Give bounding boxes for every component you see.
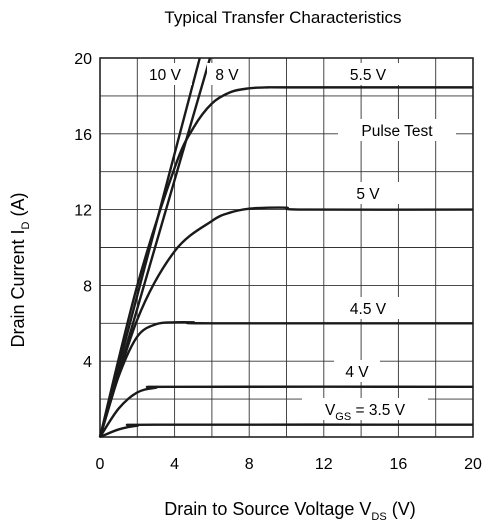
series-labels: 10 V 8 V 5.5 V 5 V 4.5 V 4 V VGS = 3.5 V Pulse … (138, 63, 456, 423)
series-label-bg (138, 63, 192, 85)
curve-series (98, 320, 474, 438)
series-label: 5.5 V (350, 67, 387, 84)
series-label: VGS = 3.5 V (325, 402, 406, 423)
series-label: 4.5 V (350, 301, 387, 318)
y-tick-label: 4 (83, 354, 92, 371)
x-tick-label: 8 (245, 456, 254, 473)
y-axis-title: Drain Current ID (A) (8, 193, 32, 348)
series-label-bg (336, 182, 400, 204)
x-tick-label: 0 (96, 456, 105, 473)
chart-title: Typical Transfer Characteristics (164, 8, 401, 27)
x-tick-label: 4 (170, 456, 179, 473)
y-tick-label: 20 (74, 51, 92, 68)
series-label: 10 V (149, 67, 182, 84)
series-label-bg (334, 297, 402, 319)
pulse-test-annotation: Pulse Test (361, 123, 433, 140)
plot-frame (99, 57, 474, 438)
annotation-bg (338, 119, 456, 141)
series-label-bg (207, 63, 247, 85)
y-tick-label: 16 (74, 127, 92, 144)
series-label-bg (325, 63, 411, 85)
y-tick-label: 8 (83, 278, 92, 295)
curves (98, 57, 474, 439)
series-label: 8 V (215, 67, 239, 84)
curve-series (98, 57, 201, 438)
curve-series (98, 206, 474, 438)
curve-series (98, 86, 473, 438)
x-tick-label: 16 (390, 456, 408, 473)
curve-series (98, 385, 474, 438)
series-label-bg (334, 360, 380, 382)
series-label-bg (302, 398, 428, 420)
x-tick-label: 12 (315, 456, 333, 473)
x-axis-title: Drain to Source Voltage VDS (V) (164, 499, 415, 523)
series-label: 5 V (356, 186, 380, 203)
curve-series (99, 423, 474, 439)
y-tick-label: 12 (74, 203, 92, 220)
tick-labels: 0 4 8 12 16 20 4 8 12 16 20 (74, 51, 482, 473)
x-tick-label: 20 (464, 456, 482, 473)
series-label: 4 V (345, 364, 369, 381)
